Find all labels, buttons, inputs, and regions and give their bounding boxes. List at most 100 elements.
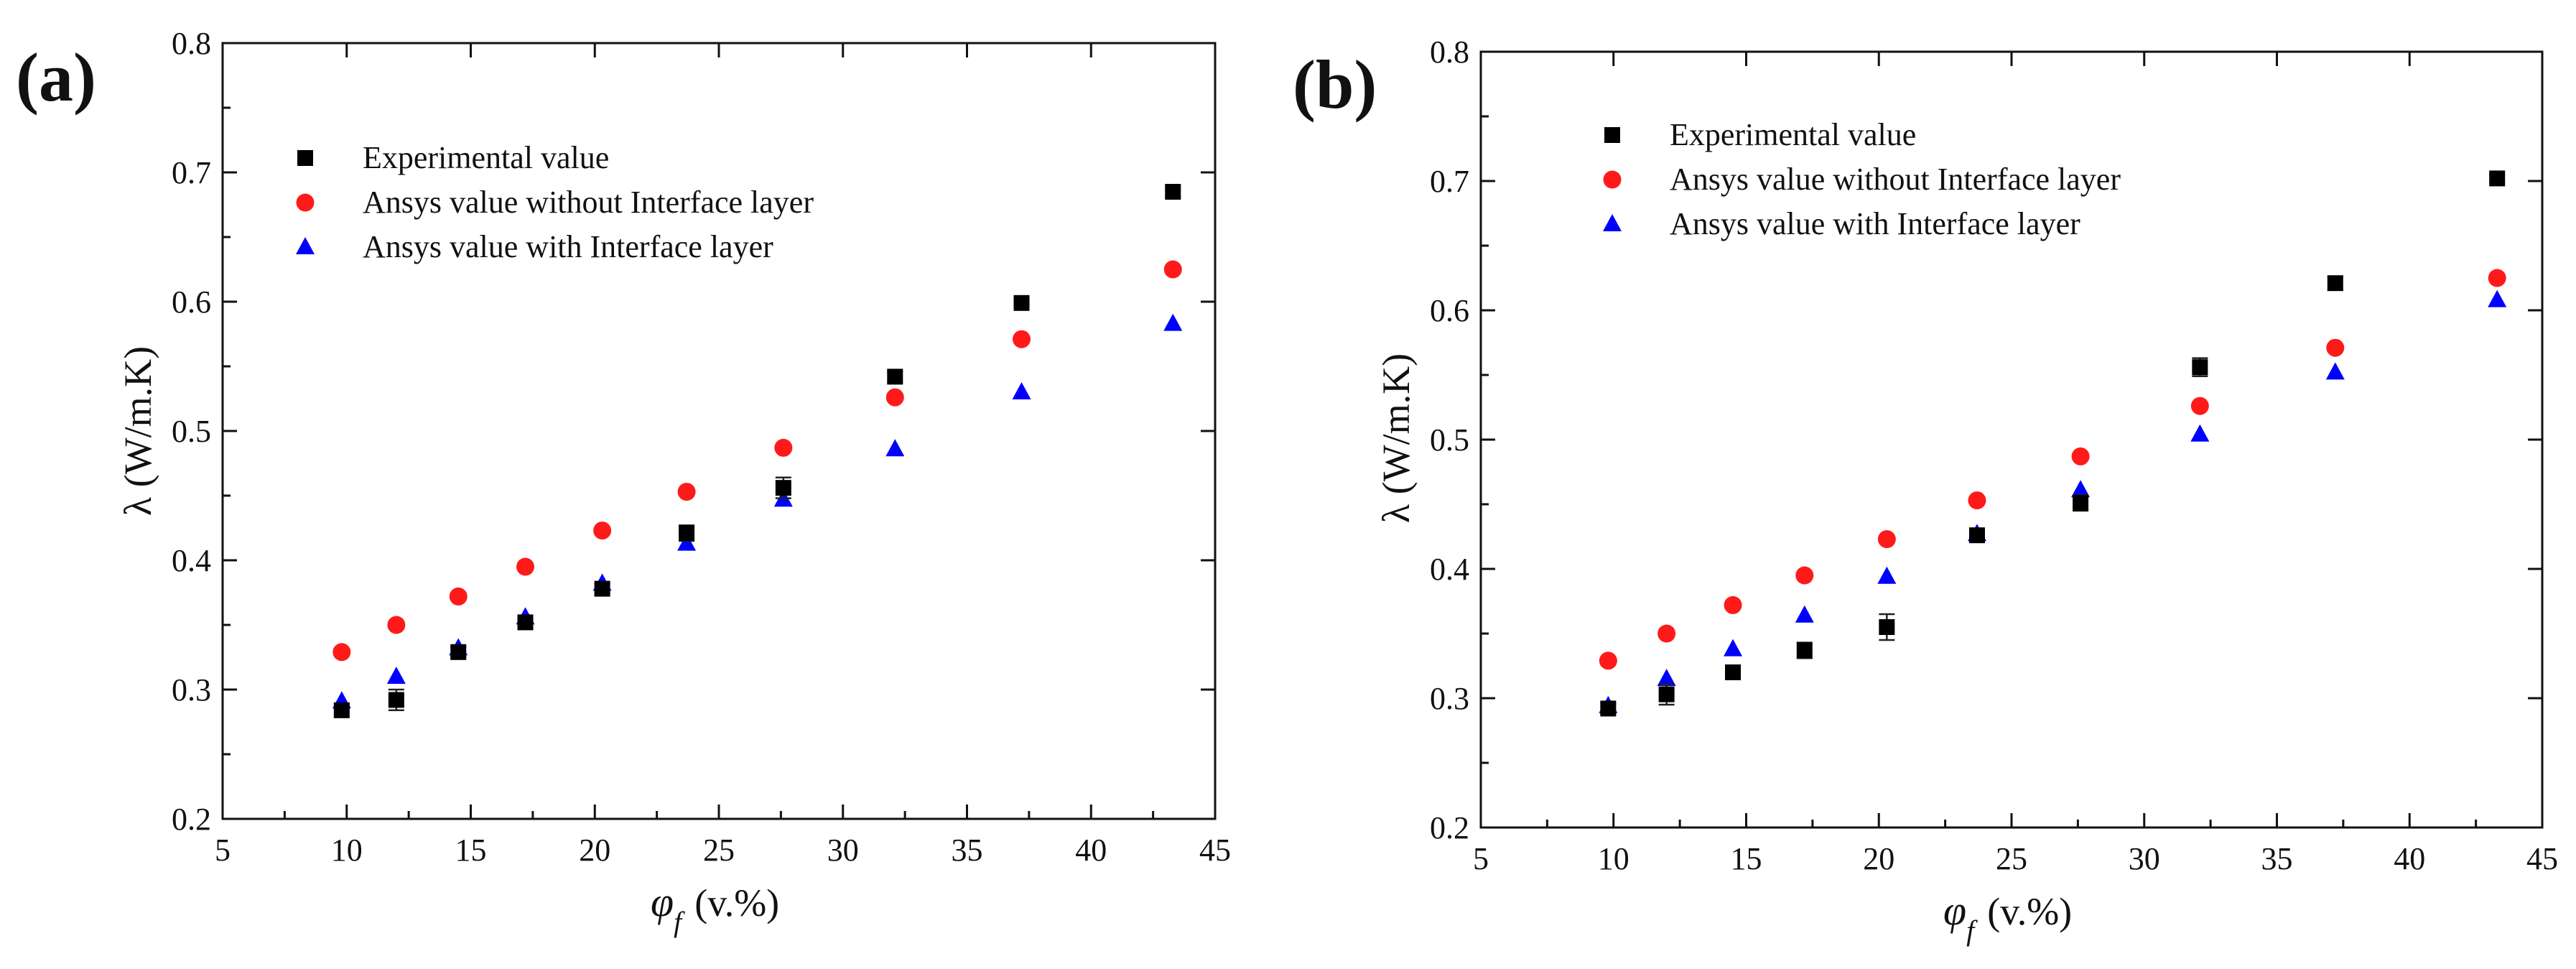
x-axis-subscript: f xyxy=(674,906,685,938)
data-point xyxy=(1724,595,1742,614)
y-axis-title: λ (W/m.K) xyxy=(116,346,159,516)
data-point xyxy=(1599,652,1617,670)
x-axis-title: φf (v.%) xyxy=(651,878,779,938)
data-point xyxy=(677,483,696,501)
panel-label: (a) xyxy=(16,39,96,116)
data-point xyxy=(1163,260,1182,279)
x-tick-label: 30 xyxy=(827,833,859,868)
data-point xyxy=(2190,397,2209,415)
data-point xyxy=(516,557,535,576)
x-tick-label: 5 xyxy=(1473,841,1489,876)
data-point xyxy=(2325,362,2345,380)
data-point xyxy=(594,580,610,597)
panel-label: (b) xyxy=(1293,46,1377,123)
data-point xyxy=(517,614,534,631)
legend-marker-triangle xyxy=(296,237,315,254)
data-point xyxy=(1657,669,1676,686)
x-tick-label: 20 xyxy=(579,833,610,868)
x-axis-title: φf (v.%) xyxy=(1943,887,2072,947)
x-tick-label: 40 xyxy=(1075,833,1107,868)
legend-label: Ansys value without Interface layer xyxy=(363,185,814,220)
data-point xyxy=(1013,295,1030,311)
data-point xyxy=(2071,447,2090,465)
data-point xyxy=(387,616,406,634)
legend-label: Ansys value without Interface layer xyxy=(1670,162,2121,197)
legend: Experimental value Ansys value without In… xyxy=(1603,117,2121,241)
y-tick-label: 0.3 xyxy=(1430,681,1469,716)
y-tick-label: 0.2 xyxy=(1430,810,1469,845)
data-point xyxy=(2489,170,2506,187)
y-tick-label: 0.5 xyxy=(1430,422,1469,458)
data-point xyxy=(679,525,695,542)
legend: Experimental value Ansys value without In… xyxy=(296,140,814,264)
data-point xyxy=(1877,530,1896,549)
y-tick-label: 0.4 xyxy=(1430,552,1469,587)
legend-marker-square xyxy=(297,150,313,166)
data-point xyxy=(450,644,467,660)
y-tick-label: 0.6 xyxy=(172,284,211,320)
data-point xyxy=(2327,275,2343,292)
y-tick-label: 0.7 xyxy=(1430,164,1469,199)
data-point xyxy=(2190,424,2210,442)
x-tick-label: 35 xyxy=(952,833,983,868)
data-point xyxy=(1163,313,1183,331)
data-point xyxy=(774,438,793,457)
y-axis-title: λ (W/m.K) xyxy=(1375,353,1418,523)
legend-label: Experimental value xyxy=(363,140,609,175)
legend-marker-circle xyxy=(1603,170,1622,189)
x-tick-label: 45 xyxy=(2526,841,2558,876)
data-point xyxy=(1600,700,1617,717)
data-point xyxy=(887,368,903,385)
y-tick-label: 0.6 xyxy=(1430,293,1469,328)
x-axis-unit: (v.%) xyxy=(1987,890,2072,933)
data-point xyxy=(2071,480,2091,498)
y-tick-label: 0.4 xyxy=(172,543,211,578)
data-point xyxy=(1724,639,1743,657)
series-square xyxy=(1600,170,2506,717)
chart-panel-a: (a) 5 10 15 20 25 30 35 40 45 0.2 0.3 0.4 0.5 0.6 0.7 0.… xyxy=(16,26,1231,938)
x-axis-subscript: f xyxy=(1966,914,1978,947)
data-point xyxy=(1658,686,1675,703)
y-tick-label: 0.2 xyxy=(172,802,211,837)
y-tick-label: 0.7 xyxy=(172,155,211,190)
legend-marker-square xyxy=(1604,127,1620,143)
data-point xyxy=(1012,382,1031,399)
data-point xyxy=(333,702,350,718)
data-point xyxy=(1968,527,1985,544)
data-point xyxy=(1725,664,1742,680)
y-tick-label: 0.5 xyxy=(172,414,211,449)
series-square xyxy=(333,184,1181,718)
data-point xyxy=(593,521,612,540)
data-point xyxy=(386,667,406,684)
chart-panel-b: (b) 5 10 15 20 25 30 35 40 45 0.2 0.3 0.4 0.5 0.6 0.7 0.… xyxy=(1293,34,2558,947)
data-point xyxy=(1013,330,1031,348)
x-tick-label: 5 xyxy=(215,833,231,868)
data-point xyxy=(2326,338,2345,357)
data-point xyxy=(1795,566,1814,585)
data-point xyxy=(885,388,904,407)
x-tick-label: 15 xyxy=(1731,841,1762,876)
data-point xyxy=(1968,491,1986,510)
x-axis-symbol: φ xyxy=(651,878,674,925)
x-tick-label: 40 xyxy=(2394,841,2425,876)
x-tick-label: 30 xyxy=(2129,841,2160,876)
data-point xyxy=(677,533,697,551)
series-circle xyxy=(333,260,1182,662)
y-tick-label: 0.8 xyxy=(172,26,211,61)
x-tick-label: 25 xyxy=(1996,841,2027,876)
data-point xyxy=(2073,495,2089,511)
data-point xyxy=(1165,184,1181,200)
series-circle xyxy=(1599,269,2506,670)
legend-label: Ansys value with Interface layer xyxy=(363,229,773,264)
data-point xyxy=(2488,269,2506,287)
data-point xyxy=(2192,359,2208,376)
data-point xyxy=(2488,289,2507,307)
legend-marker-circle xyxy=(296,193,315,212)
data-point xyxy=(449,587,468,606)
data-point xyxy=(775,480,791,496)
x-tick-label: 15 xyxy=(455,833,487,868)
x-axis-symbol: φ xyxy=(1943,887,1966,934)
x-tick-label: 20 xyxy=(1863,841,1894,876)
x-tick-label: 10 xyxy=(331,833,363,868)
